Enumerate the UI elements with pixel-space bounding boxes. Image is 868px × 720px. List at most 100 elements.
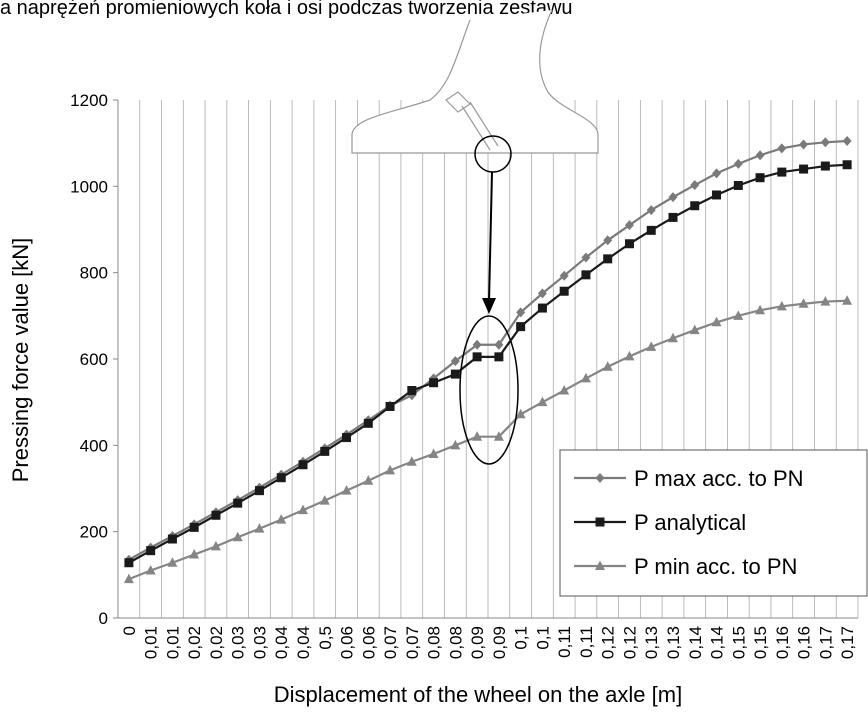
x-tick-label: 0 bbox=[120, 626, 139, 635]
marker bbox=[341, 485, 352, 495]
marker bbox=[559, 270, 569, 281]
series-line bbox=[128, 299, 848, 581]
marker bbox=[428, 448, 439, 458]
marker bbox=[755, 150, 765, 161]
marker bbox=[385, 464, 396, 475]
x-tick-label: 0,14 bbox=[708, 626, 727, 659]
marker bbox=[689, 324, 700, 335]
x-tick-label: 0,09 bbox=[468, 626, 487, 659]
legend-label: P min acc. to PN bbox=[634, 554, 797, 579]
arrow bbox=[488, 171, 493, 303]
marker bbox=[429, 378, 439, 388]
marker bbox=[276, 514, 287, 524]
marker bbox=[733, 310, 744, 320]
marker bbox=[189, 549, 200, 559]
x-tick-label: 0,04 bbox=[294, 626, 313, 659]
x-tick-label: 0,16 bbox=[795, 626, 814, 659]
marker bbox=[624, 220, 634, 231]
x-tick-label: 0,04 bbox=[272, 626, 291, 659]
marker bbox=[603, 235, 613, 246]
x-tick-label: 0,14 bbox=[686, 626, 705, 659]
marker bbox=[537, 396, 548, 407]
y-axis-title: Pressing force value [kN] bbox=[8, 238, 33, 483]
marker bbox=[450, 369, 460, 379]
x-axis-title: Displacement of the wheel on the axle [m… bbox=[274, 682, 682, 707]
legend-marker bbox=[595, 473, 605, 483]
marker bbox=[515, 408, 526, 419]
x-tick-label: 0,12 bbox=[599, 626, 618, 659]
x-tick-label: 0,01 bbox=[163, 626, 182, 659]
marker bbox=[624, 239, 634, 249]
marker bbox=[493, 431, 504, 441]
marker bbox=[233, 498, 243, 508]
marker bbox=[842, 295, 853, 305]
y-tick-label: 600 bbox=[80, 350, 108, 369]
y-tick-label: 0 bbox=[99, 609, 108, 628]
marker bbox=[363, 475, 374, 485]
marker bbox=[167, 557, 178, 567]
marker bbox=[210, 540, 221, 551]
y-tick-label: 200 bbox=[80, 523, 108, 542]
x-tick-label: 0,06 bbox=[359, 626, 378, 659]
marker bbox=[690, 201, 700, 211]
marker bbox=[537, 288, 547, 299]
marker bbox=[755, 173, 765, 183]
marker bbox=[820, 161, 830, 171]
marker bbox=[646, 225, 656, 235]
detail-circle bbox=[474, 135, 512, 173]
marker bbox=[472, 352, 482, 362]
x-tick-label: 0,11 bbox=[555, 626, 574, 658]
marker bbox=[581, 252, 591, 263]
marker bbox=[690, 180, 700, 191]
marker bbox=[624, 350, 635, 361]
marker bbox=[798, 298, 809, 308]
marker bbox=[580, 372, 591, 383]
marker bbox=[712, 190, 722, 200]
marker bbox=[494, 339, 504, 350]
x-tick-label: 0,15 bbox=[751, 626, 770, 659]
x-tick-label: 0,13 bbox=[664, 626, 683, 659]
x-tick-label: 0,03 bbox=[250, 626, 269, 659]
rail-illustration bbox=[351, 9, 599, 154]
marker bbox=[407, 386, 417, 396]
marker bbox=[516, 322, 526, 332]
marker bbox=[450, 356, 460, 367]
marker bbox=[145, 565, 156, 575]
x-tick-label: 0,02 bbox=[207, 626, 226, 659]
marker bbox=[776, 300, 787, 311]
marker bbox=[146, 546, 156, 556]
marker bbox=[537, 303, 547, 313]
x-tick-label: 0,13 bbox=[642, 626, 661, 659]
x-tick-label: 0,08 bbox=[425, 626, 444, 659]
marker bbox=[559, 286, 569, 296]
marker bbox=[319, 495, 330, 505]
x-tick-label: 0,08 bbox=[446, 626, 465, 659]
arrow-head bbox=[482, 298, 496, 314]
marker bbox=[406, 456, 417, 466]
marker bbox=[211, 510, 221, 520]
x-tick-label: 0,07 bbox=[381, 626, 400, 659]
marker bbox=[276, 473, 286, 483]
x-tick-label: 0,01 bbox=[142, 626, 161, 659]
legend-label: P max acc. to PN bbox=[634, 466, 804, 491]
legend-label: P analytical bbox=[634, 510, 746, 535]
marker bbox=[668, 192, 678, 203]
marker bbox=[733, 180, 743, 190]
marker bbox=[298, 504, 308, 515]
marker bbox=[711, 316, 722, 327]
x-tick-label: 0,09 bbox=[490, 626, 509, 659]
marker bbox=[472, 339, 482, 350]
marker bbox=[603, 254, 613, 264]
marker bbox=[189, 522, 199, 532]
x-tick-label: 0,16 bbox=[773, 626, 792, 659]
marker bbox=[167, 534, 177, 544]
x-tick-label: 0,02 bbox=[185, 626, 204, 659]
marker bbox=[472, 431, 483, 441]
marker bbox=[820, 137, 830, 148]
marker bbox=[363, 418, 373, 428]
marker bbox=[820, 296, 831, 306]
marker bbox=[799, 164, 809, 174]
x-tick-label: 0,1 bbox=[512, 626, 531, 650]
marker bbox=[646, 341, 657, 351]
